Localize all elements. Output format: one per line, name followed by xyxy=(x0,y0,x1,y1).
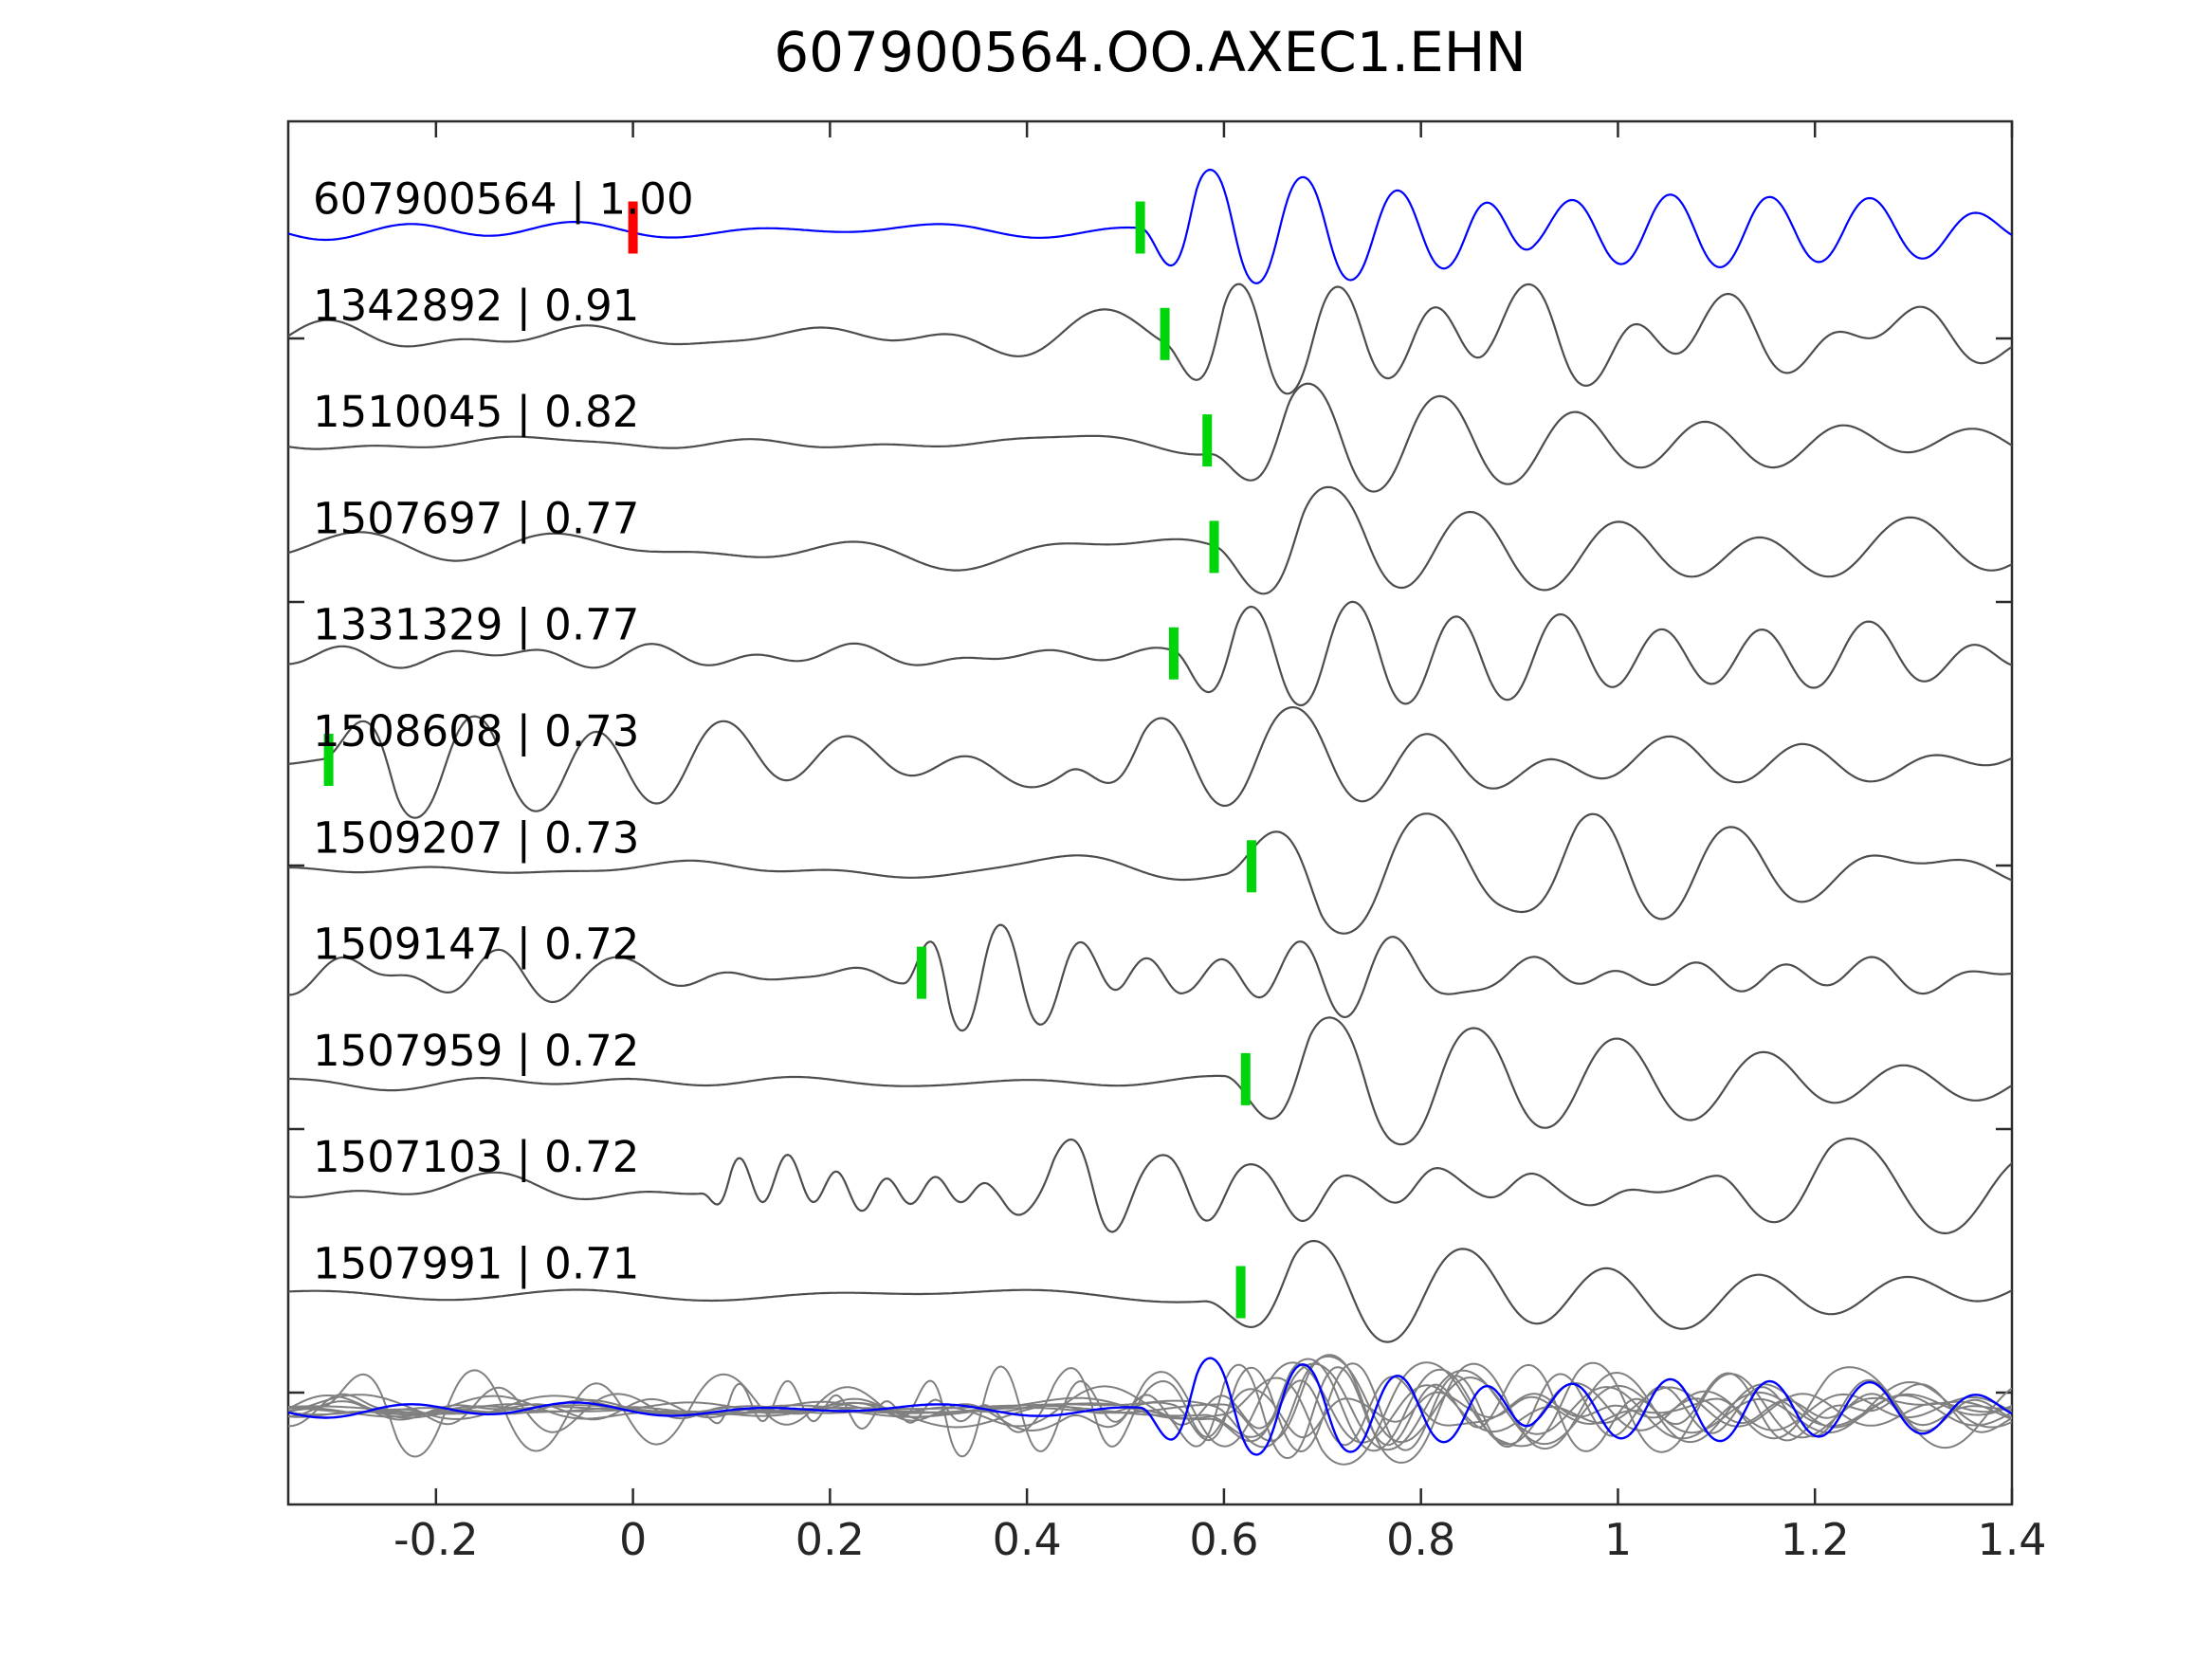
pick-marker xyxy=(1240,1052,1251,1105)
x-tick-label: 0 xyxy=(619,1514,647,1565)
detection-trace xyxy=(288,382,2012,493)
figure-title: 607900564.OO.AXEC1.EHN xyxy=(774,20,1526,84)
pick-marker xyxy=(1235,1266,1246,1319)
detection-trace xyxy=(288,923,2012,1032)
pick-marker xyxy=(1209,520,1219,574)
detection-trace xyxy=(288,1137,2012,1234)
template-origin-marker xyxy=(628,201,638,254)
detection-trace xyxy=(288,485,2012,595)
trace-label: 1509147 | 0.72 xyxy=(313,920,639,970)
detection-trace xyxy=(288,812,2012,935)
pick-marker xyxy=(1202,414,1213,467)
overlay-trace xyxy=(288,1361,2012,1458)
x-tick-label: 0.6 xyxy=(1189,1514,1258,1565)
x-tick-label: 0.4 xyxy=(993,1514,1062,1565)
trace-label: 1331329 | 0.77 xyxy=(313,600,639,650)
x-tick-label: 0.2 xyxy=(795,1514,865,1565)
overlay-trace xyxy=(288,1363,2012,1459)
template-trace xyxy=(288,168,2012,284)
detection-trace xyxy=(288,1016,2012,1146)
pick-marker xyxy=(1160,307,1170,360)
overlay-trace xyxy=(288,1365,2012,1458)
trace-label: 1507697 | 0.77 xyxy=(313,493,639,543)
pick-marker xyxy=(1135,201,1145,254)
trace-label: 1507991 | 0.71 xyxy=(313,1239,639,1289)
pick-marker xyxy=(323,734,334,786)
detection-trace xyxy=(288,706,2012,819)
x-tick-label: 1.2 xyxy=(1781,1514,1850,1565)
trace-label: 1508608 | 0.73 xyxy=(313,706,639,757)
pick-marker xyxy=(916,946,926,999)
trace-label: 1510045 | 0.82 xyxy=(313,387,639,437)
overlay-template-trace xyxy=(288,1357,2012,1456)
detection-trace xyxy=(288,283,2012,395)
axes-box xyxy=(286,119,2014,1506)
x-tick-label: -0.2 xyxy=(393,1514,479,1565)
trace-label: 607900564 | 1.00 xyxy=(313,174,694,225)
pick-marker xyxy=(1168,627,1179,680)
trace-label: 1507103 | 0.72 xyxy=(313,1132,639,1182)
trace-label: 1509207 | 0.73 xyxy=(313,812,639,863)
x-tick-label: 0.8 xyxy=(1386,1514,1455,1565)
detection-trace xyxy=(288,600,2012,707)
pick-marker xyxy=(1247,840,1257,893)
trace-label: 1342892 | 0.91 xyxy=(313,281,639,331)
plot-area: -0.2 0 0.2 0.4 0.6 0.8 1 1.2 1.4 607900564 | 1.00… xyxy=(286,119,2047,1565)
detection-trace xyxy=(288,1239,2012,1343)
x-tick-label: 1 xyxy=(1604,1514,1632,1565)
overlay-trace xyxy=(288,1358,2012,1452)
x-tick-label: 1.4 xyxy=(1977,1514,2046,1565)
overlay-trace xyxy=(288,1355,2012,1449)
trace-label: 1507959 | 0.72 xyxy=(313,1026,639,1076)
